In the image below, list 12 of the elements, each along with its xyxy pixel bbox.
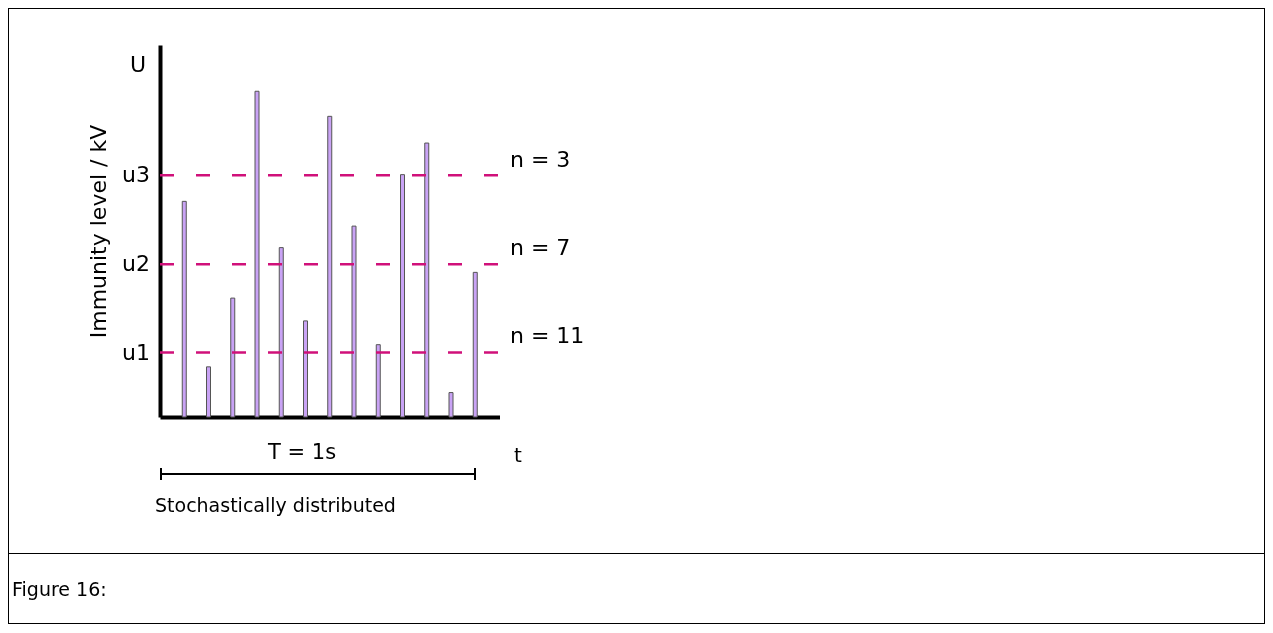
text: n = 3 <box>510 147 571 172</box>
text: Stochastically distributed <box>155 494 396 516</box>
ref-line-label: u2 <box>122 251 150 277</box>
ref-line-label: u1 <box>122 339 150 365</box>
y-axis-title: Immunity level / kV <box>85 124 111 339</box>
ref-line-label: u3 <box>122 162 150 188</box>
text: n = 11 <box>510 323 585 348</box>
text: T = 1s <box>268 440 337 464</box>
text: U <box>130 52 147 77</box>
caption: Figure 16: <box>12 578 107 600</box>
x-axis-title: t <box>514 442 523 467</box>
text: n = 7 <box>510 235 571 260</box>
